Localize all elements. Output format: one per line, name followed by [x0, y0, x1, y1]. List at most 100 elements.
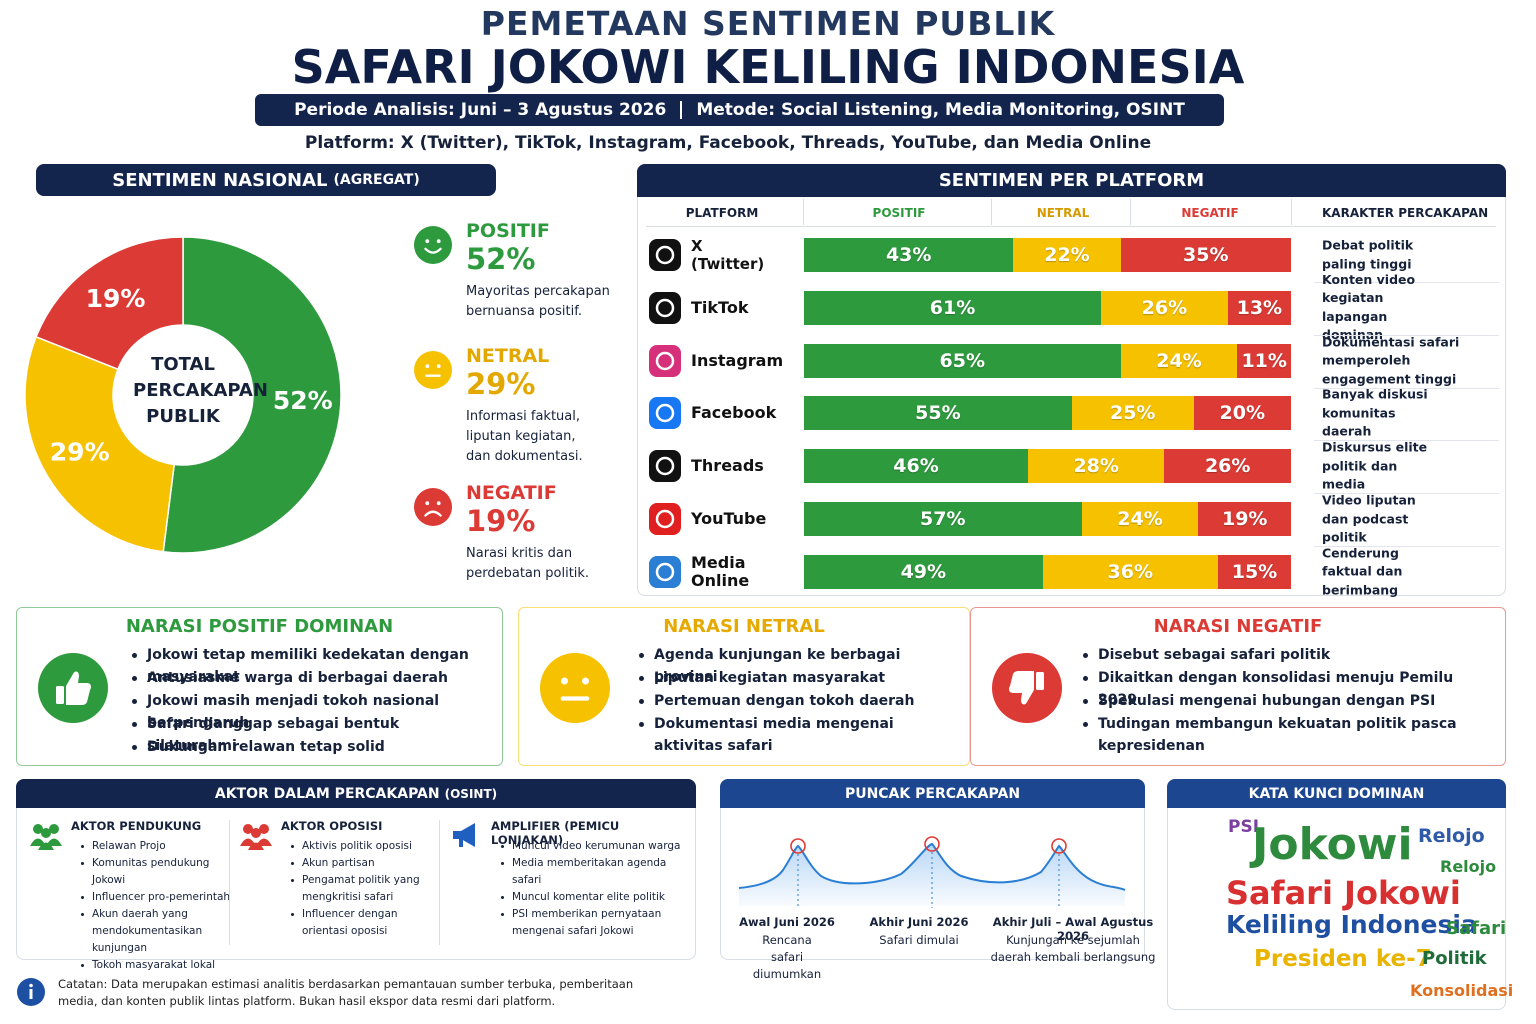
narrative-item: Dokumentasi media mengenai aktivitas saf…	[639, 713, 951, 757]
keyword: Relojo	[1440, 857, 1497, 877]
bullet	[291, 913, 294, 916]
group-divider	[439, 820, 440, 945]
narrative-item: Safari dianggap sebagai bentuk silaturah…	[132, 713, 484, 757]
donut-chart: 52% 29% 19%	[24, 236, 342, 554]
bar-label: 19%	[1221, 508, 1268, 530]
bar-segment: 43%	[804, 238, 1014, 272]
slice-label: 19%	[86, 284, 146, 313]
actor-group-title: AKTOR PENDUKUNG	[71, 819, 202, 833]
donut-hole	[113, 325, 253, 465]
actor-item: Pengamat politik yang mengkritisi safari	[291, 872, 441, 906]
actor-item: Akun partisan	[291, 855, 441, 872]
actor-item: Tokoh masyarakat lokal	[81, 957, 231, 974]
legend: POSITIF 52% Mayoritas percakapan bernuansa…	[405, 220, 630, 600]
bullet	[81, 964, 84, 967]
bar-segment: 13%	[1227, 290, 1291, 325]
bar-segment: 46%	[804, 449, 1029, 484]
icon-glyph	[655, 298, 675, 318]
platform-icon	[649, 555, 681, 588]
platform-note: Debat politik paling tinggi	[1322, 237, 1414, 272]
platform-name: Media Online	[691, 552, 750, 590]
thumb-hand	[1009, 671, 1034, 705]
item-text: Agenda kunjungan ke berbagai provinsi	[654, 647, 901, 685]
platform-note: Banyak diskusi komunitas daerah	[1322, 386, 1428, 439]
narrative-box: NARASI POSITIF DOMINAN Jokowi tetap memil…	[16, 607, 503, 766]
body	[256, 838, 272, 846]
item-text: Tudingan membangun kekuatan politik pasc…	[1098, 716, 1457, 754]
bullet	[132, 745, 137, 750]
pie-title: SENTIMEN NASIONAL	[112, 169, 328, 191]
column-header: PLATFORM	[685, 206, 759, 220]
narrative-item: Agenda kunjungan ke berbagai provinsi	[639, 644, 951, 688]
item-text: Media memberitakan agenda safari	[512, 857, 667, 886]
eye	[436, 239, 441, 244]
item-text: Jokowi masih menjadi tokoh nasional berp…	[147, 693, 440, 731]
bar-label: 65%	[939, 349, 986, 372]
item-text: Dukungan relawan tetap solid	[147, 739, 385, 755]
head	[259, 824, 269, 834]
period: Periode Analisis: Juni – 3 Agustus 2026	[294, 100, 667, 120]
peaks-sparkline	[738, 836, 1126, 908]
face-icon	[414, 351, 452, 389]
head	[243, 824, 253, 834]
narrative-icon	[38, 653, 108, 723]
bar-segment: 11%	[1237, 343, 1291, 378]
mouth	[424, 510, 442, 517]
bar-label: 13%	[1236, 296, 1283, 319]
thumb-cuff	[1036, 672, 1044, 690]
peak-marker	[790, 838, 806, 854]
platform-name: YouTube	[691, 509, 767, 528]
platform-name: X (Twitter)	[691, 237, 765, 273]
narrative-item: Jokowi masih menjadi tokoh nasional berp…	[132, 690, 484, 734]
row-rule	[1314, 387, 1499, 389]
item-text: Pertemuan dengan tokoh daerah	[654, 693, 915, 709]
actor-icon	[240, 824, 272, 850]
bar-segment: 24%	[1120, 343, 1238, 378]
head	[251, 828, 261, 838]
platform-icon	[649, 291, 681, 324]
actor-item: Muncul video kerumunan warga	[501, 838, 691, 855]
bar-label: 43%	[885, 244, 932, 266]
peak-date: Akhir Juni 2026	[869, 915, 969, 929]
actors-title-bar: AKTOR DALAM PERCAKAPAN (OSINT)	[16, 779, 696, 808]
icon-glyph	[655, 245, 675, 265]
actor-item: Relawan Projo	[81, 838, 231, 855]
column-header: NEGATIF	[1181, 206, 1239, 220]
platform-name: Facebook	[691, 403, 777, 423]
platform-note: Cenderung faktual dan berimbang	[1322, 545, 1403, 598]
separator	[680, 101, 683, 119]
bar-segment: 26%	[1101, 290, 1228, 325]
narrative-item: Liputan kegiatan masyarakat	[639, 667, 951, 689]
item-text: PSI memberikan pernyataan mengenai safar…	[512, 908, 662, 937]
pie-title-bar: SENTIMEN NASIONAL (AGREGAT)	[36, 164, 496, 196]
bar-segment: 22%	[1013, 238, 1121, 272]
bullet	[501, 845, 504, 848]
item-text: Muncul komentar elite politik	[512, 891, 665, 903]
footnote: Catatan: Data merupakan estimasi analiti…	[58, 977, 634, 1008]
bullet	[639, 676, 644, 681]
keywords-title: KATA KUNCI DOMINAN	[1167, 779, 1506, 808]
legend-name: NETRAL	[466, 345, 550, 367]
actor-item: Komunitas pendukung Jokowi	[81, 855, 231, 889]
platform-name: TikTok	[691, 297, 749, 317]
actor-item: Akun daerah yang mendokumentasikan kunju…	[81, 906, 231, 957]
bar-segment: 25%	[1071, 396, 1194, 431]
bar-label: 35%	[1183, 244, 1229, 266]
bullet	[501, 913, 504, 916]
item-text: Akun partisan	[302, 857, 375, 869]
icon-glyph	[655, 509, 675, 529]
platform-name: Instagram	[691, 350, 784, 370]
platform-icon	[649, 344, 681, 377]
face-icon	[414, 488, 452, 526]
keyword: Konsolidasi	[1410, 981, 1514, 1001]
eye	[425, 501, 430, 506]
bullet	[1083, 722, 1088, 727]
peak-description: Kunjungan ke sejumlah daerah kembali ber…	[990, 933, 1156, 964]
peaks-title: PUNCAK PERCAKAPAN	[720, 779, 1145, 808]
bullet	[132, 676, 137, 681]
actor-item: Influencer dengan orientasi oposisi	[291, 906, 441, 940]
bar-segment: 61%	[804, 290, 1102, 325]
platform-title: SENTIMEN PER PLATFORM	[637, 164, 1506, 197]
item-text: Influencer pro-pemerintah	[92, 891, 231, 903]
bar-label: 11%	[1241, 349, 1287, 372]
